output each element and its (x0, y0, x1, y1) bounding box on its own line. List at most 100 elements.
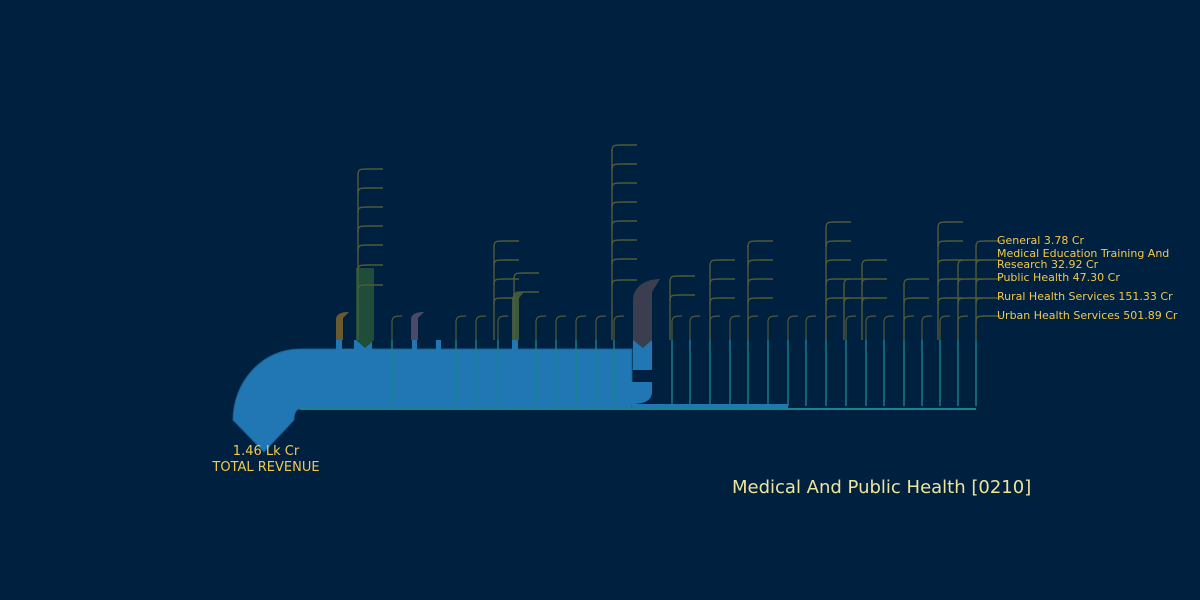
tree-hook (747, 240, 773, 248)
tree-hook (493, 240, 519, 248)
tree-hook (611, 163, 637, 171)
tree-hook (357, 187, 383, 195)
tree-hook (975, 278, 1001, 286)
category-label-public-health: Public Health 47.30 Cr (997, 271, 1120, 284)
tree-hook (825, 297, 851, 305)
tree-hook (903, 297, 929, 305)
tree-hook (611, 144, 637, 152)
tree-hook (513, 291, 539, 299)
tree-hook (825, 240, 851, 248)
chart-title: Medical And Public Health [0210] (732, 477, 1032, 498)
short-hook (671, 315, 683, 340)
short-hook (939, 315, 951, 340)
flow-leg (633, 340, 652, 370)
flow-leg (336, 340, 342, 370)
tree-hook (611, 279, 637, 287)
short-hook (613, 315, 625, 340)
category-label-medical-education: Medical Education Training And Research … (997, 247, 1170, 271)
tree-hook (669, 294, 695, 302)
category-label-general: General 3.78 Cr (997, 234, 1085, 247)
tree-hook (825, 259, 851, 267)
tree-hook (357, 264, 383, 272)
node-purple (411, 312, 424, 340)
tree-hook (709, 297, 735, 305)
tree-hook (747, 297, 773, 305)
tree-hook (937, 297, 963, 305)
short-hook (767, 315, 779, 340)
tree-hook (709, 278, 735, 286)
tree-hook (861, 297, 887, 305)
short-hook (497, 315, 509, 340)
tree-hook (975, 240, 1001, 248)
tree-hook (611, 239, 637, 247)
node-amber (336, 312, 349, 340)
tree-hook (357, 168, 383, 176)
tree-hook (611, 258, 637, 266)
total-revenue-name: TOTAL REVENUE (212, 460, 320, 475)
tree-hook (747, 259, 773, 267)
tree-hook (493, 259, 519, 267)
tree-hook (611, 220, 637, 228)
category-label-rural-health: Rural Health Services 151.33 Cr (997, 290, 1173, 303)
tree-hook (493, 297, 519, 305)
flow-leg (412, 340, 417, 370)
tree-hook (611, 201, 637, 209)
node-olive (512, 292, 524, 340)
tree-hook (843, 278, 869, 286)
tree-hook (861, 259, 887, 267)
short-hook (805, 315, 817, 340)
category-label-urban-health: Urban Health Services 501.89 Cr (997, 309, 1178, 322)
short-hook (391, 315, 403, 340)
flow-leg (436, 340, 441, 370)
main-flow-step-5 (632, 404, 788, 409)
short-hook (883, 315, 895, 340)
short-hook (975, 315, 987, 340)
tree-hook (357, 225, 383, 233)
main-flow-trunk (232, 348, 633, 453)
flow-leg (354, 340, 372, 370)
total-revenue-label: 1.46 Lk Cr TOTAL REVENUE (166, 444, 366, 476)
short-hook (903, 315, 915, 340)
short-hook (957, 315, 969, 340)
tree-hook (975, 259, 1001, 267)
node-gray (633, 279, 660, 348)
short-hook (921, 315, 933, 340)
tree-hook (937, 240, 963, 248)
node-green (356, 268, 374, 348)
tree-hook (357, 206, 383, 214)
tree-hook (825, 221, 851, 229)
tree-hook (709, 259, 735, 267)
tree-hook (903, 278, 929, 286)
tree-hook (357, 284, 383, 292)
short-hook (555, 315, 567, 340)
tree-hook (957, 259, 983, 267)
short-hook (595, 315, 607, 340)
tree-hook (825, 278, 851, 286)
tree-hook (843, 297, 869, 305)
short-hook (787, 315, 799, 340)
short-hook (455, 315, 467, 340)
short-hook (535, 315, 547, 340)
short-hook (865, 315, 877, 340)
short-hook (475, 315, 487, 340)
tree-hook (937, 259, 963, 267)
short-hook (689, 315, 701, 340)
tree-hook (957, 278, 983, 286)
tree-hook (861, 278, 887, 286)
short-hook (845, 315, 857, 340)
tree-hook (357, 244, 383, 252)
tree-hook (669, 275, 695, 283)
tree-hook (493, 278, 519, 286)
short-hook (747, 315, 759, 340)
short-hook (825, 315, 837, 340)
tree-hook (937, 221, 963, 229)
short-hook (575, 315, 587, 340)
flow-leg (512, 340, 518, 370)
tree-hook (957, 297, 983, 305)
short-hook (729, 315, 741, 340)
tree-hook (937, 278, 963, 286)
main-flow-step-4 (516, 382, 652, 404)
tree-hook (513, 272, 539, 280)
